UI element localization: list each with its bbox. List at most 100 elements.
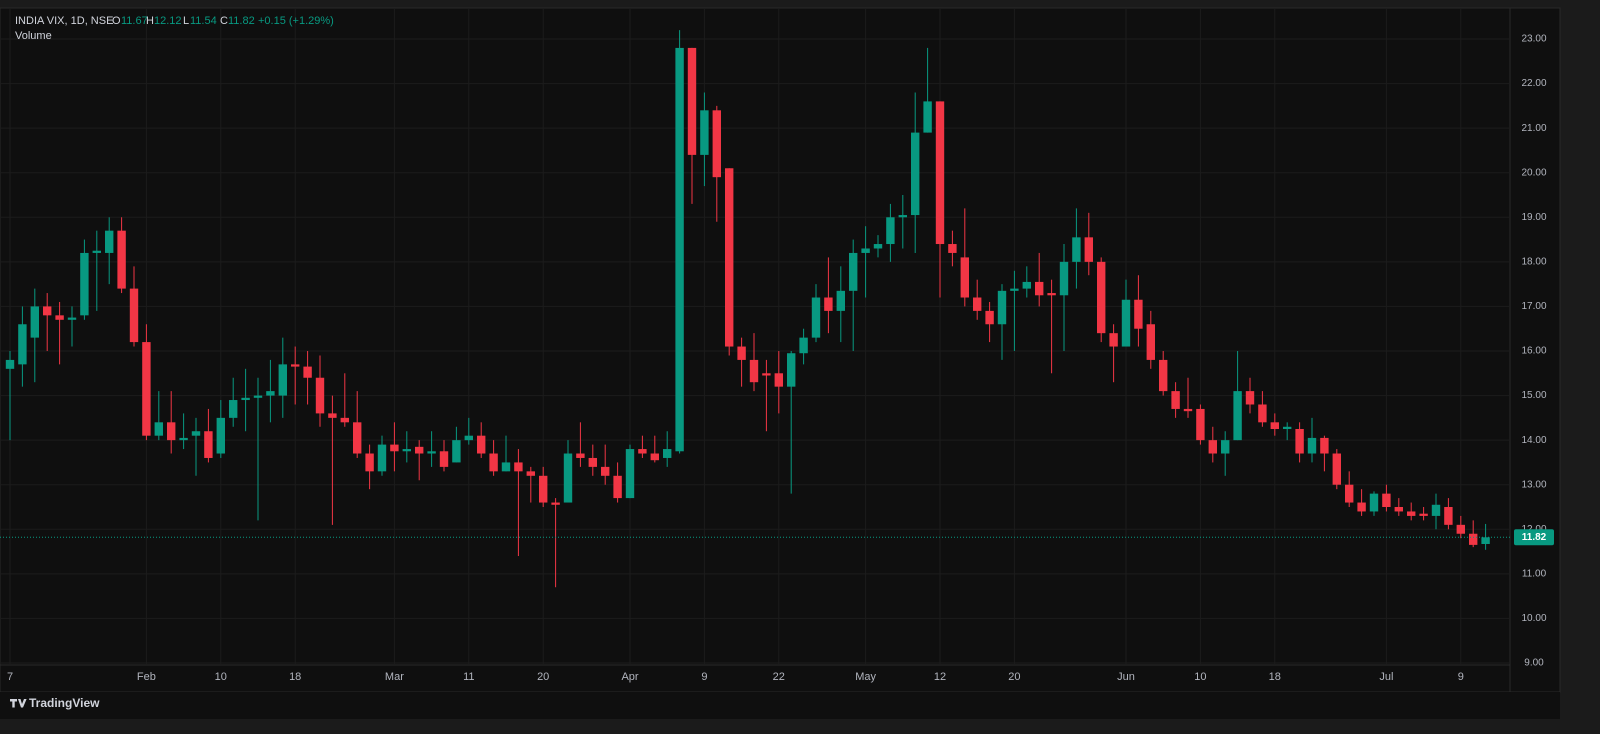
candle-body [935,101,945,245]
candle-body [80,252,89,316]
candle-body [1258,404,1267,423]
candle-body [960,257,969,298]
brand-logo[interactable]: TradingView [9,696,100,710]
candle-body [489,453,498,472]
candle-body [266,391,275,396]
candle-body [402,449,411,452]
candle-body [1146,324,1155,360]
grid [0,8,1510,665]
candle-body [390,444,399,452]
candle-body [191,431,201,436]
candle-body [415,446,424,454]
candle-body [1059,261,1069,296]
candle-body [303,366,312,378]
candle-body [142,342,151,436]
y-tick-label: 22.00 [1521,78,1546,89]
candle-body [613,475,622,499]
candle-body [1072,237,1081,262]
candle-body [1369,493,1379,512]
candle-body [725,168,734,347]
candle-body [1084,237,1093,262]
candle-body [439,451,449,467]
brand-name: TradingView [29,696,100,710]
x-tick-label: Mar [385,671,404,683]
candles [0,30,1510,588]
candle-body [861,248,870,253]
high-key: H [146,15,154,27]
brand-icon [9,699,27,708]
candle-body [973,297,982,311]
candle-body [1357,502,1366,512]
candle-body [824,297,833,311]
x-tick-label: Apr [621,671,638,683]
x-tick-label: 20 [537,671,549,683]
candle-body [154,422,163,436]
candle-body [129,288,139,343]
x-tick-label: 9 [701,671,707,683]
candle-body [749,359,759,383]
candle-body [464,435,473,441]
candle-body [1134,299,1143,329]
candle-body [923,101,932,133]
candle-body [204,431,213,458]
candle-body [712,110,721,178]
candle-body [1196,408,1205,441]
candle-body [253,395,263,398]
y-tick-label: 18.00 [1521,256,1546,267]
candle-body [799,337,808,354]
y-tick-label: 20.00 [1521,167,1546,178]
candle-body [291,364,300,367]
candle-body [1022,281,1031,289]
close-value: 11.82 [228,15,255,27]
candle-body [514,462,523,472]
candle-body [1109,333,1118,347]
labels: 9.0010.0011.0012.0013.0014.0015.0016.001… [7,34,1554,683]
candle-body [1407,511,1416,516]
candle-body [1295,429,1304,454]
candle-body [117,230,126,289]
candle-body [1444,507,1453,525]
candle-body [762,373,771,376]
candle-body [625,449,635,499]
candle-body [1320,437,1329,454]
candle-body [167,422,176,441]
candle-body [92,250,101,253]
x-tick-label: Feb [137,671,156,683]
candle-body [1183,408,1193,412]
symbol: INDIA VIX, 1D, NSE [15,15,113,27]
low-key: L [183,15,189,27]
last-price-label: 11.82 [1522,532,1547,543]
candle-body [1382,493,1391,507]
candle-body [997,290,1007,325]
candle-body [539,475,548,503]
candle-body [675,47,684,452]
candle-body [229,400,238,418]
high-value: 12.12 [154,15,182,27]
candle-body [849,252,858,291]
y-tick-label: 10.00 [1521,613,1546,624]
candle-body [687,47,697,155]
candle-body [241,397,250,401]
candle-body [1431,504,1441,516]
candle-body [1121,299,1131,347]
last-price-tag [1514,529,1554,546]
candle-body [452,440,461,463]
x-tick-label: 18 [289,671,301,683]
candle-body [948,244,957,253]
candle-body [1047,293,1056,296]
candle-body [501,462,511,472]
candle-body [1171,391,1180,409]
x-tick-label: 12 [934,671,946,683]
candle-body [576,453,585,458]
y-tick-label: 17.00 [1521,301,1546,312]
candle-body [563,453,573,503]
candle-body [1097,261,1106,334]
candle-body [985,310,994,325]
candle-body [427,451,436,454]
x-tick-label: 10 [1194,671,1206,683]
x-tick-label: Jul [1379,671,1393,683]
candle-body [1456,524,1465,534]
candle-body [700,110,709,155]
change: +0.15 (+1.29%) [258,15,334,27]
candle-body [898,215,907,218]
